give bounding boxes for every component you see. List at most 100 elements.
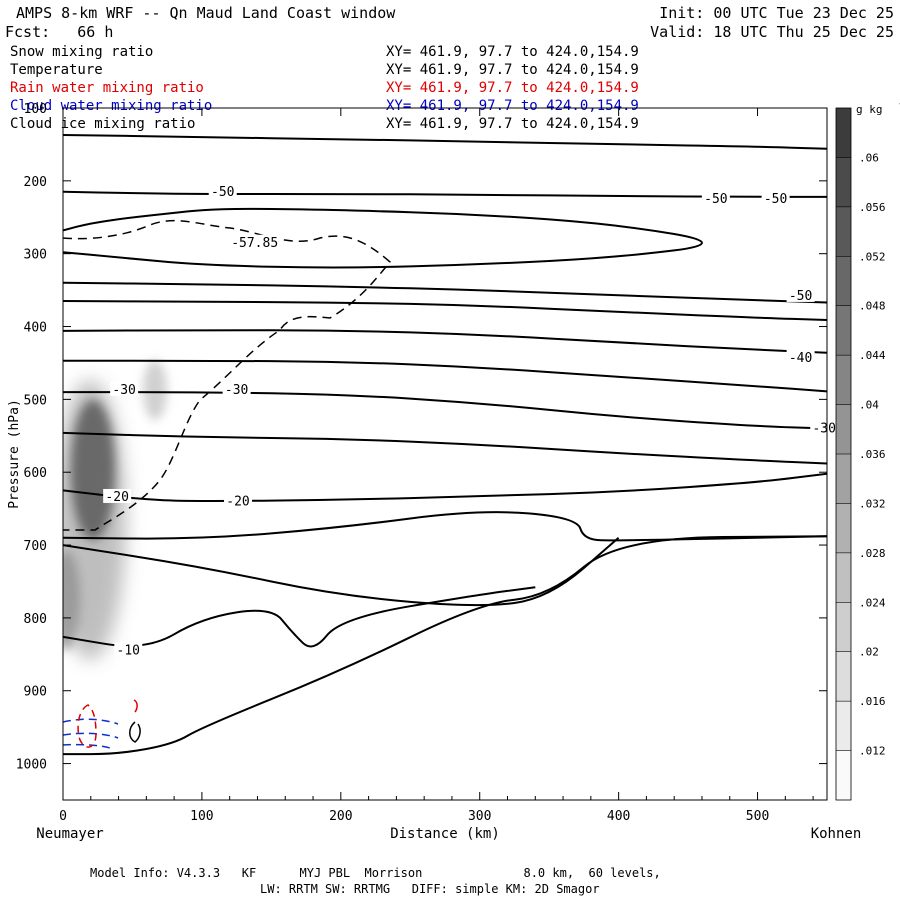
colorbar-tick-label: .02 xyxy=(859,646,879,659)
contour-label: -10 xyxy=(117,644,140,659)
valid-time: Valid: 18 UTC Thu 25 Dec 25 xyxy=(650,23,894,41)
legend-entry: Cloud ice mixing ratio xyxy=(10,116,195,132)
left-endpoint-label: Neumayer xyxy=(36,826,103,842)
contour-label: -30 xyxy=(225,383,248,398)
legend-name: Cloud ice mixing ratio xyxy=(10,116,196,132)
colorbar-unit: g kg xyxy=(856,103,883,116)
right-endpoint-label: Kohnen xyxy=(811,826,862,842)
contour-label: -50 xyxy=(789,289,812,304)
plot-frame xyxy=(62,107,828,801)
colorbar-tick-label: .012 xyxy=(859,745,886,758)
y-tick-label: 500 xyxy=(24,393,47,408)
contour-label-bg xyxy=(208,183,237,198)
contour-label-bg xyxy=(786,349,815,364)
colorbar-cell xyxy=(836,651,851,702)
colorbar-cell xyxy=(836,256,851,307)
colorbar-cell xyxy=(836,552,851,603)
isotherm-l400 xyxy=(63,329,827,354)
init-time: Init: 00 UTC Tue 23 Dec 25 xyxy=(659,4,894,22)
rain-water-contour xyxy=(77,704,97,748)
isotherm-m50b xyxy=(63,281,827,304)
x-tick-label: 500 xyxy=(746,809,769,824)
legend-name: Snow mixing ratio xyxy=(10,44,154,60)
colorbar-cell xyxy=(836,157,851,208)
contour-label: -20 xyxy=(105,490,128,505)
contour-label: -50 xyxy=(211,185,234,200)
model-info-line2: LW: RRTM SW: RRTMG DIFF: simple KM: 2D S… xyxy=(260,882,600,896)
y-axis-label: Pressure (hPa) xyxy=(7,399,22,509)
x-tick-label: 100 xyxy=(190,809,213,824)
cloud-ice-contour xyxy=(129,721,141,743)
colorbar-tick-label: .036 xyxy=(859,448,886,461)
y-tick-label: 600 xyxy=(24,466,47,481)
contour-label-bg xyxy=(810,420,839,435)
isotherm-surface xyxy=(63,535,827,756)
isotherm-m50 xyxy=(63,190,827,198)
legend-xy: XY= 461.9, 97.7 to 424.0,154.9 xyxy=(386,80,639,96)
cloud-water-contour xyxy=(63,718,119,749)
contour-label-bg xyxy=(228,234,281,249)
contour-label-bg xyxy=(222,381,251,396)
x-tick-label: 300 xyxy=(468,809,491,824)
colorbar-tick-label: .024 xyxy=(859,596,886,609)
colorbar-cell xyxy=(836,404,851,455)
colorbar-unit-exponent: -1 xyxy=(898,99,900,108)
legend-xy: XY= 461.9, 97.7 to 424.0,154.9 xyxy=(386,98,639,114)
contour-label-bg xyxy=(114,642,143,657)
colorbar-cell xyxy=(836,602,851,653)
colorbar-cell xyxy=(836,454,851,504)
contour-label-bg xyxy=(786,287,815,302)
isotherm-l540 xyxy=(63,431,827,465)
isotherm-m57_85 xyxy=(63,207,703,269)
isotherm-l700 xyxy=(63,537,620,607)
isotherm-top xyxy=(63,134,827,150)
colorbar-tick-label: .044 xyxy=(859,349,886,362)
legend-entry: Temperature xyxy=(10,62,103,78)
isotherm-m20 xyxy=(63,472,827,502)
colorbar-cell xyxy=(836,108,851,158)
colorbar-cell xyxy=(836,701,851,752)
y-tick-label: 1000 xyxy=(16,758,47,773)
x-tick-label: 400 xyxy=(607,809,630,824)
legend-xy: XY= 461.9, 97.7 to 424.0,154.9 xyxy=(386,62,639,78)
contour-label-bg xyxy=(761,191,790,206)
colorbar-tick-label: .052 xyxy=(859,250,886,263)
chart-title: AMPS 8-km WRF -- Qn Maud Land Coast wind… xyxy=(16,4,396,22)
legend-xy: XY= 461.9, 97.7 to 424.0,154.9 xyxy=(386,116,639,132)
x-axis-label: Distance (km) xyxy=(390,826,500,842)
y-tick-label: 700 xyxy=(24,539,47,554)
legend-name: Temperature xyxy=(10,62,103,78)
contour-label-bg xyxy=(103,488,132,503)
y-tick-label: 800 xyxy=(24,612,47,627)
y-tick-label: 900 xyxy=(24,685,47,700)
colorbar-cell xyxy=(836,305,851,356)
contour-label: -50 xyxy=(764,192,787,207)
rain-water-contour xyxy=(133,699,138,713)
isotherm-m20b xyxy=(63,511,827,542)
colorbar-tick-label: .016 xyxy=(859,695,886,708)
y-tick-label: 400 xyxy=(24,321,47,336)
snow-shading xyxy=(63,360,167,660)
colorbar-cell xyxy=(836,750,851,801)
contour-label-bg xyxy=(224,493,253,508)
colorbar-tick-label: .032 xyxy=(859,497,886,510)
legend-xy: XY= 461.9, 97.7 to 424.0,154.9 xyxy=(386,44,639,60)
legend-entry: Snow mixing ratio xyxy=(10,44,153,60)
legend-name: Cloud water mixing ratio xyxy=(10,98,213,114)
legend-entry: Rain water mixing ratio xyxy=(10,80,204,96)
colorbar-cell xyxy=(836,503,851,554)
forecast-hour: Fcst: 66 h xyxy=(5,23,114,41)
colorbar-tick-label: .056 xyxy=(859,201,886,214)
colorbar-cell xyxy=(836,355,851,406)
tropopause-dashed-line xyxy=(63,219,392,531)
contour-label: -20 xyxy=(226,494,249,509)
contour-label: -57.85 xyxy=(231,236,278,251)
colorbar-tick-label: .048 xyxy=(859,300,886,313)
y-tick-label: 200 xyxy=(24,175,47,190)
isotherm-l370 xyxy=(63,300,827,321)
contour-label: -30 xyxy=(812,422,835,437)
legend-entry: Cloud water mixing ratio xyxy=(10,98,212,114)
isotherm-m40 xyxy=(63,359,827,393)
isotherm-m10 xyxy=(63,586,536,648)
